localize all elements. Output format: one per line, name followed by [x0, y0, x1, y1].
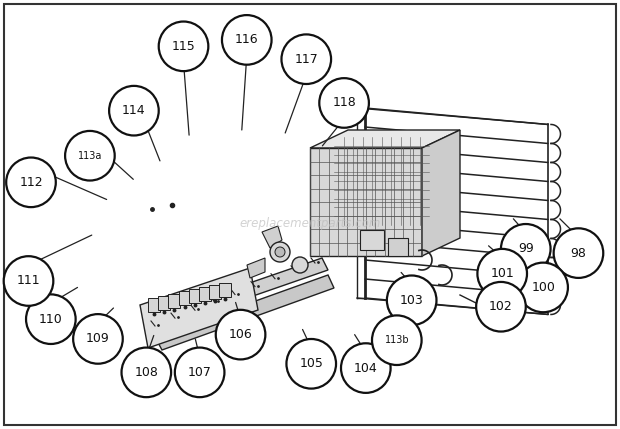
Circle shape — [175, 347, 224, 397]
Circle shape — [159, 21, 208, 71]
Circle shape — [122, 347, 171, 397]
Circle shape — [216, 310, 265, 360]
Polygon shape — [148, 258, 328, 330]
Circle shape — [281, 34, 331, 84]
Circle shape — [476, 282, 526, 332]
Text: 113a: 113a — [78, 151, 102, 161]
Text: 113b: 113b — [384, 335, 409, 345]
Text: 112: 112 — [19, 176, 43, 189]
Circle shape — [65, 131, 115, 181]
Polygon shape — [334, 137, 429, 225]
Bar — [360, 230, 384, 250]
Bar — [158, 296, 170, 310]
Circle shape — [518, 263, 568, 312]
Circle shape — [270, 242, 290, 262]
Text: 105: 105 — [299, 357, 323, 370]
Circle shape — [222, 15, 272, 65]
Polygon shape — [247, 258, 265, 278]
Text: 100: 100 — [531, 281, 555, 294]
Circle shape — [292, 257, 308, 273]
Circle shape — [498, 313, 512, 327]
Text: 98: 98 — [570, 247, 587, 260]
Circle shape — [109, 86, 159, 136]
Bar — [486, 305, 500, 315]
Polygon shape — [310, 130, 460, 148]
Bar — [209, 285, 221, 299]
Polygon shape — [155, 275, 334, 350]
Polygon shape — [262, 226, 282, 248]
Bar — [199, 287, 211, 301]
Circle shape — [501, 224, 551, 274]
Text: 106: 106 — [229, 328, 252, 341]
Bar — [169, 293, 180, 308]
Text: 114: 114 — [122, 104, 146, 117]
Circle shape — [73, 314, 123, 364]
Circle shape — [6, 157, 56, 207]
Text: 108: 108 — [135, 366, 158, 379]
Text: 107: 107 — [188, 366, 211, 379]
Text: 117: 117 — [294, 53, 318, 66]
Circle shape — [319, 78, 369, 128]
Bar — [148, 298, 160, 312]
Circle shape — [372, 315, 422, 365]
Circle shape — [341, 343, 391, 393]
Text: 102: 102 — [489, 300, 513, 313]
Bar — [219, 283, 231, 296]
Polygon shape — [140, 268, 258, 348]
Bar — [179, 291, 190, 305]
Text: 110: 110 — [39, 313, 63, 326]
Text: 116: 116 — [235, 33, 259, 46]
Text: 109: 109 — [86, 332, 110, 345]
Circle shape — [387, 275, 436, 325]
Text: 118: 118 — [332, 97, 356, 109]
Text: 111: 111 — [17, 275, 40, 287]
Text: 115: 115 — [172, 40, 195, 53]
Text: 99: 99 — [518, 242, 534, 255]
Text: 104: 104 — [354, 362, 378, 375]
Polygon shape — [310, 148, 422, 256]
Text: 101: 101 — [490, 267, 514, 280]
Bar — [189, 289, 201, 303]
Circle shape — [4, 256, 53, 306]
Bar — [388, 238, 408, 256]
Circle shape — [477, 249, 527, 299]
Circle shape — [26, 294, 76, 344]
Circle shape — [554, 228, 603, 278]
Polygon shape — [422, 130, 460, 256]
Circle shape — [286, 339, 336, 389]
Circle shape — [275, 247, 285, 257]
Text: ereplacementparts.com: ereplacementparts.com — [239, 217, 381, 230]
Text: 103: 103 — [400, 294, 423, 307]
